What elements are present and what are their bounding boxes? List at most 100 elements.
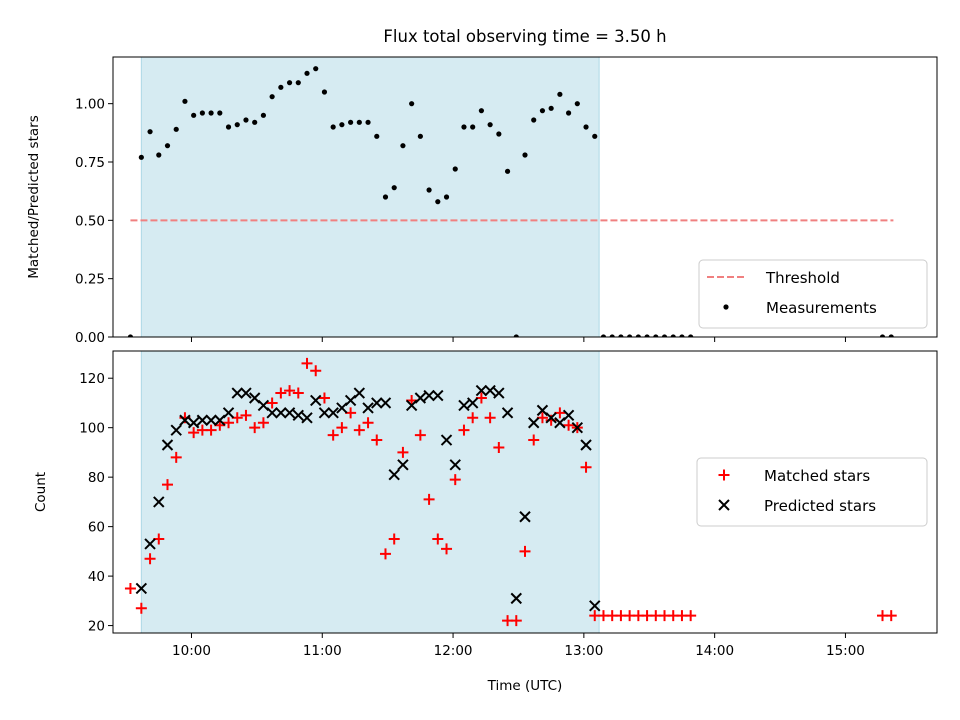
data-point bbox=[452, 166, 458, 172]
ratio-y-axis-label: Matched/Predicted stars bbox=[26, 115, 42, 278]
data-point bbox=[548, 105, 554, 111]
data-point bbox=[379, 397, 392, 409]
data-point bbox=[510, 592, 522, 605]
data-point bbox=[318, 392, 330, 404]
legend-label: Threshold bbox=[765, 269, 840, 287]
data-point bbox=[179, 414, 191, 426]
data-point bbox=[435, 199, 441, 205]
data-point bbox=[414, 429, 426, 441]
data-point bbox=[318, 407, 331, 419]
y-tick-label: 1.00 bbox=[75, 97, 105, 113]
data-point bbox=[618, 334, 624, 337]
data-point bbox=[496, 131, 502, 137]
data-point bbox=[286, 80, 293, 86]
data-point bbox=[609, 334, 615, 337]
data-point bbox=[504, 168, 511, 174]
data-point bbox=[135, 602, 147, 614]
data-point bbox=[327, 407, 339, 419]
data-point bbox=[348, 119, 354, 125]
data-point bbox=[432, 389, 444, 402]
y-tick-label: 120 bbox=[79, 371, 105, 387]
data-point bbox=[391, 185, 397, 191]
data-point bbox=[493, 387, 505, 399]
y-tick-label: 40 bbox=[88, 569, 105, 585]
data-point bbox=[470, 124, 476, 130]
data-point bbox=[685, 610, 697, 622]
observing-span bbox=[140, 350, 600, 634]
x-tick-label: 12:00 bbox=[434, 643, 473, 659]
x-tick-label: 13:00 bbox=[564, 643, 603, 659]
data-point bbox=[225, 124, 232, 130]
data-point bbox=[362, 417, 374, 429]
data-point bbox=[156, 152, 162, 158]
legend-label: Measurements bbox=[766, 299, 877, 317]
data-point bbox=[153, 496, 165, 508]
y-tick-label: 60 bbox=[88, 520, 105, 536]
data-point bbox=[888, 334, 894, 337]
legend: Threshold Measurements bbox=[698, 259, 928, 329]
data-point bbox=[164, 143, 171, 149]
data-point bbox=[563, 419, 575, 431]
count-panel: Count Time (UTC) 20 40 60 80 100 120 10:00 11:0… bbox=[33, 350, 938, 694]
data-point bbox=[336, 422, 348, 434]
data-point bbox=[461, 124, 467, 130]
axes-frame bbox=[112, 56, 938, 338]
data-point bbox=[417, 133, 423, 139]
data-point bbox=[409, 101, 415, 107]
data-point bbox=[449, 459, 461, 471]
data-point bbox=[269, 94, 275, 100]
legend: Matched stars Predicted stars bbox=[696, 457, 928, 527]
data-point bbox=[161, 479, 173, 491]
data-point bbox=[458, 399, 470, 412]
data-point bbox=[292, 387, 304, 399]
data-point bbox=[382, 194, 389, 200]
data-point bbox=[199, 110, 205, 116]
data-point bbox=[688, 334, 694, 337]
data-point bbox=[580, 439, 592, 451]
legend-label: Predicted stars bbox=[764, 497, 876, 515]
data-point bbox=[423, 389, 435, 402]
data-point bbox=[249, 422, 261, 434]
data-point bbox=[449, 474, 461, 486]
data-point bbox=[441, 543, 453, 555]
data-point bbox=[510, 615, 522, 627]
data-point bbox=[356, 119, 362, 125]
data-point bbox=[301, 357, 313, 369]
data-point bbox=[400, 143, 406, 149]
data-point bbox=[388, 468, 400, 481]
data-point bbox=[562, 409, 575, 422]
data-point bbox=[217, 110, 223, 116]
data-point bbox=[240, 409, 252, 421]
data-point bbox=[275, 407, 287, 419]
data-point bbox=[531, 117, 537, 123]
data-point bbox=[879, 334, 886, 337]
data-point bbox=[467, 412, 479, 424]
y-tick-label: 100 bbox=[79, 421, 105, 437]
data-point bbox=[580, 461, 592, 473]
observing-span bbox=[140, 56, 600, 338]
data-point bbox=[188, 427, 200, 439]
data-point bbox=[310, 394, 322, 407]
x-tick-label: 11:00 bbox=[303, 643, 342, 659]
data-point bbox=[528, 434, 540, 446]
data-point bbox=[284, 385, 296, 397]
data-point bbox=[205, 414, 217, 426]
data-point bbox=[260, 112, 267, 118]
data-point bbox=[600, 334, 607, 337]
data-point bbox=[292, 409, 304, 422]
legend-measurement-swatch bbox=[723, 304, 729, 310]
data-point bbox=[443, 194, 450, 200]
data-point bbox=[161, 439, 174, 451]
data-point bbox=[574, 101, 580, 107]
data-point bbox=[466, 397, 479, 409]
data-point bbox=[231, 387, 243, 399]
x-tick-label: 10:00 bbox=[172, 643, 211, 659]
y-tick-label: 20 bbox=[88, 619, 105, 635]
markers bbox=[127, 66, 894, 337]
data-point bbox=[170, 451, 182, 463]
data-point bbox=[426, 187, 432, 193]
data-point bbox=[147, 129, 153, 135]
data-point bbox=[432, 533, 444, 545]
data-point bbox=[475, 392, 487, 404]
